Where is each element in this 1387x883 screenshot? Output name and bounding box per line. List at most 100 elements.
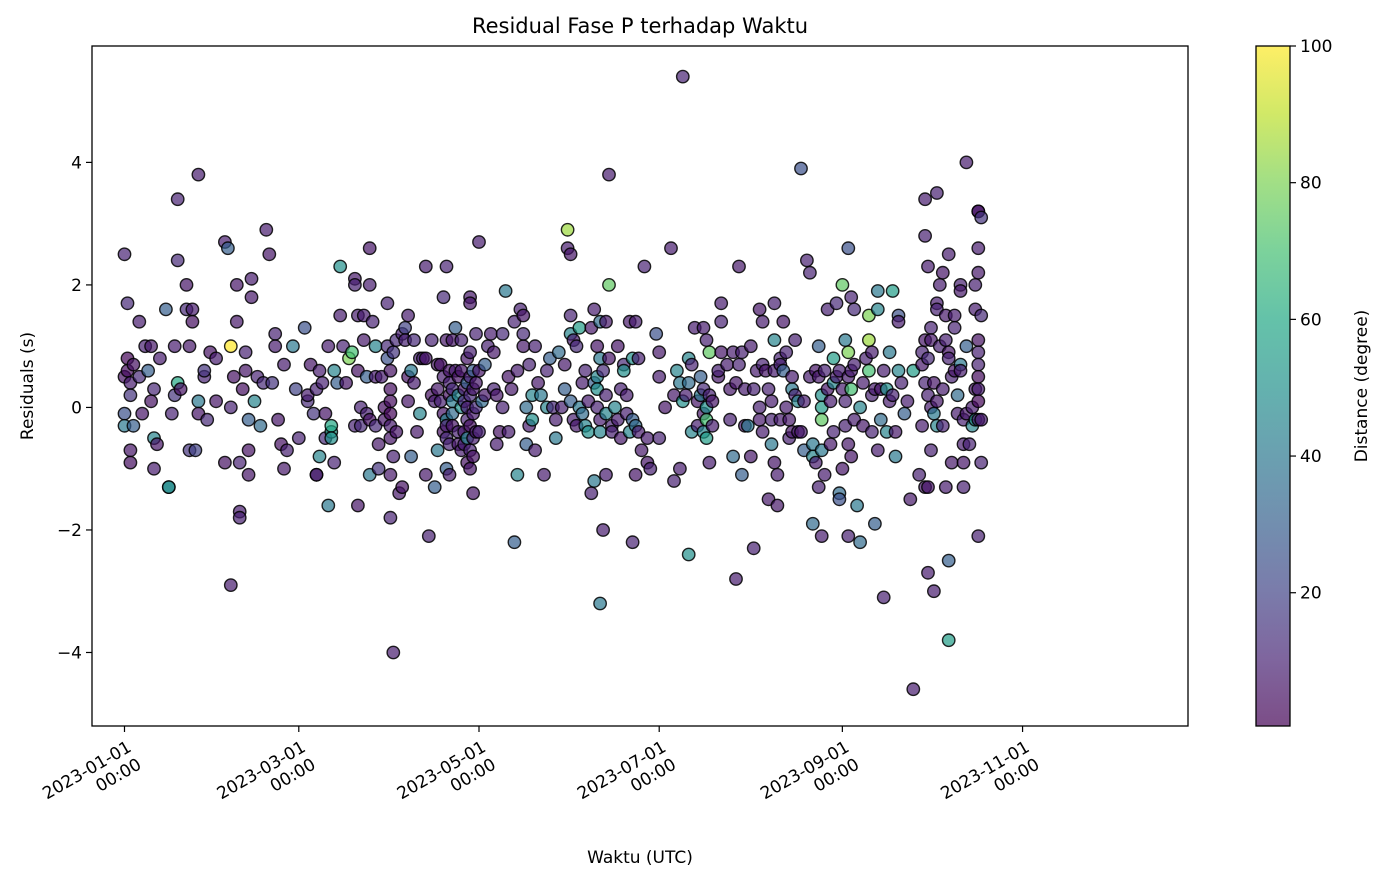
data-point: [637, 259, 652, 274]
data-point: [885, 284, 900, 298]
data-point: [628, 314, 643, 329]
data-point: [306, 406, 321, 421]
data-point: [664, 241, 678, 256]
data-point: [971, 265, 986, 280]
data-point: [244, 271, 259, 286]
data-point: [950, 388, 965, 403]
y-axis: −4 −2 0 2 4: [57, 153, 92, 663]
data-point: [569, 339, 584, 354]
data-point: [141, 363, 156, 378]
data-point: [578, 363, 593, 378]
y-tick-label: 2: [71, 276, 82, 296]
data-point: [808, 455, 823, 470]
data-point: [226, 369, 241, 384]
data-point: [873, 412, 888, 427]
data-point: [380, 296, 395, 311]
data-point: [217, 455, 232, 470]
data-point: [220, 241, 235, 256]
data-point: [238, 345, 253, 360]
data-point: [368, 339, 383, 354]
data-point: [389, 424, 404, 439]
data-point: [953, 284, 968, 298]
data-point: [262, 247, 277, 262]
data-point: [117, 247, 132, 262]
data-point: [814, 529, 829, 543]
data-point: [483, 326, 498, 341]
data-point: [167, 339, 182, 354]
data-point: [971, 357, 986, 372]
data-point: [930, 394, 944, 409]
data-point: [823, 394, 838, 409]
data-point: [593, 424, 607, 439]
data-point: [921, 259, 935, 274]
data-point: [575, 375, 590, 390]
data-point: [268, 326, 283, 341]
data-point: [640, 431, 655, 445]
data-point: [324, 431, 339, 445]
data-point: [888, 449, 903, 464]
data-point: [265, 375, 280, 390]
data-point: [974, 308, 989, 323]
data-point: [312, 449, 327, 464]
data-point: [714, 296, 729, 311]
data-point: [519, 400, 534, 415]
data-point: [726, 449, 740, 464]
data-point: [847, 302, 862, 317]
data-point: [442, 467, 457, 482]
data-point: [504, 382, 519, 396]
data-point: [743, 449, 758, 464]
data-point: [634, 443, 649, 458]
data-point: [953, 363, 968, 378]
data-point: [247, 394, 262, 409]
data-point: [412, 406, 427, 421]
data-point: [534, 388, 548, 403]
data-point: [469, 326, 483, 341]
data-point: [696, 320, 711, 335]
data-point: [268, 339, 283, 354]
data-point: [602, 167, 616, 182]
data-point: [841, 345, 856, 360]
data-point: [333, 308, 348, 323]
data-point: [870, 302, 885, 317]
data-point: [814, 412, 829, 427]
data-point: [927, 406, 941, 421]
data-point: [147, 461, 161, 476]
data-point: [135, 406, 150, 421]
data-point: [782, 412, 797, 427]
data-point: [602, 277, 616, 292]
data-point: [868, 516, 882, 531]
data-point: [185, 314, 200, 329]
data-point: [776, 314, 791, 329]
data-point: [563, 308, 578, 323]
data-point: [941, 247, 956, 262]
data-point: [649, 326, 664, 341]
data-point: [454, 333, 469, 347]
plot-frame: [91, 45, 1189, 727]
data-point: [838, 333, 853, 347]
data-point: [404, 363, 418, 378]
data-point: [120, 296, 135, 311]
data-point: [705, 418, 720, 433]
data-point: [318, 406, 333, 421]
data-point: [959, 339, 974, 354]
data-point: [888, 424, 903, 439]
data-point: [223, 578, 238, 592]
data-point: [767, 333, 782, 347]
data-point: [770, 498, 785, 513]
data-point: [235, 382, 250, 396]
data-point: [628, 467, 643, 482]
data-point: [229, 314, 244, 329]
data-point: [587, 474, 602, 488]
data-point: [223, 339, 238, 354]
data-point: [557, 357, 572, 372]
data-point: [658, 400, 672, 415]
data-point: [528, 443, 542, 458]
data-point: [463, 345, 477, 360]
data-point: [587, 302, 602, 317]
data-point: [918, 192, 932, 207]
data-point: [309, 467, 324, 482]
data-point: [324, 418, 339, 433]
data-point: [678, 388, 693, 403]
data-point: [681, 375, 696, 390]
data-point: [941, 351, 956, 366]
